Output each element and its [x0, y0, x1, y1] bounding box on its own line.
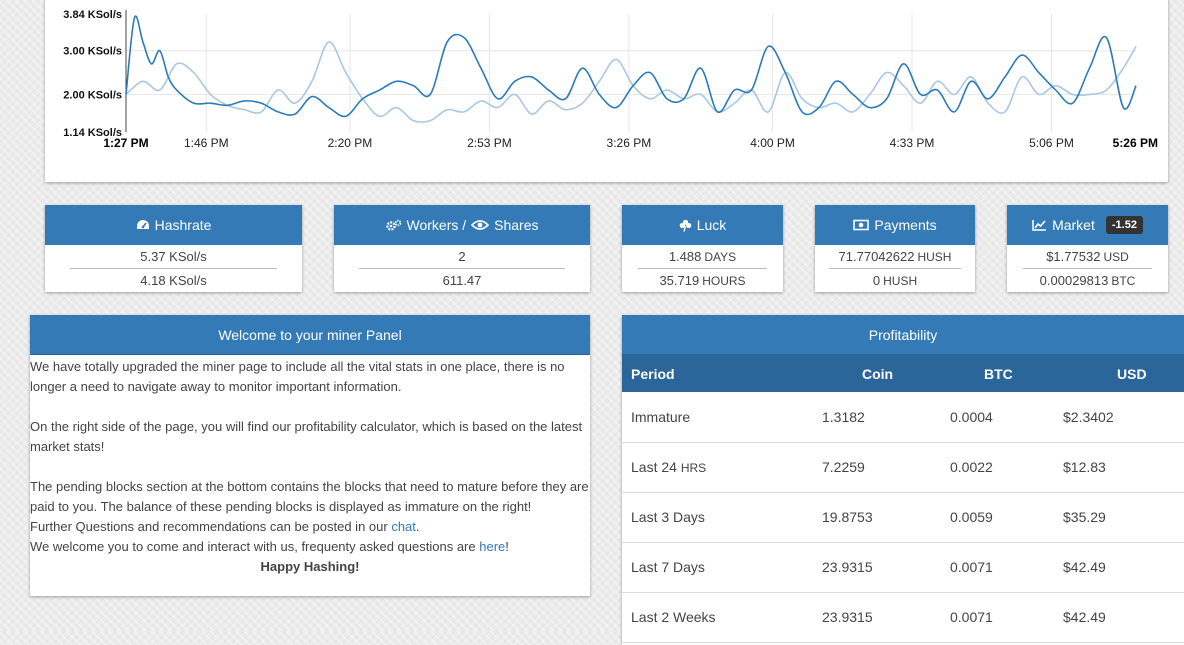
payments-card-header: Payments — [815, 205, 975, 245]
hashrate-current: 5.37 KSol/s — [140, 249, 207, 264]
luck-card-title: Luck — [696, 217, 727, 233]
x-tick-label: 5:26 PM — [1113, 136, 1158, 150]
dashboard-icon — [136, 220, 149, 229]
luck-hours: 35.719 HOURS — [659, 273, 746, 288]
x-tick-label: 4:00 PM — [750, 136, 795, 150]
workers-card-title: Workers / — [406, 217, 467, 233]
x-tick-label: 2:53 PM — [467, 136, 512, 150]
hashrate-chart-panel: 3.84 KSol/s 3.00 KSol/s 2.00 KSol/s 1.14 KS… — [45, 0, 1168, 182]
payments-card-title: Payments — [874, 217, 937, 233]
x-tick-label: 3:26 PM — [607, 136, 652, 150]
hashrate-average: 4.18 KSol/s — [140, 273, 207, 288]
shares-count: 611.47 — [442, 273, 482, 288]
header-usd: USD — [1117, 365, 1147, 382]
table-row: Last 24 HRS 7.2259 0.0022 $12.83 — [622, 442, 1184, 493]
header-period: Period — [631, 365, 675, 382]
table-row: Last 2 Weeks 23.9315 0.0071 $42.49 — [622, 592, 1184, 643]
payments-pending: 0 HUSH — [872, 273, 918, 288]
x-tick-label: 1:27 PM — [103, 136, 148, 150]
x-tick-label: 4:33 PM — [890, 136, 935, 150]
profitability-header-row: Period Coin BTC USD — [622, 355, 1184, 392]
market-card-title: Market — [1052, 217, 1095, 233]
welcome-paragraph-1: We have totally upgraded the miner page … — [30, 359, 565, 394]
market-card: Market -1.52 $1.77532 USD 0.00029813 BTC — [1007, 205, 1168, 292]
header-btc: BTC — [984, 365, 1013, 382]
hashrate-card-header: Hashrate — [45, 205, 302, 245]
cogs-icon — [385, 219, 401, 231]
shares-card-title: Shares — [494, 217, 539, 233]
y-tick-label: 3.84 KSol/s — [63, 9, 122, 21]
welcome-panel-body: We have totally upgraded the miner page … — [30, 355, 590, 577]
luck-card-header: Luck — [622, 205, 783, 245]
money-icon — [853, 219, 870, 231]
profitability-table: Period Coin BTC USD Immature 1.3182 0.00… — [622, 355, 1184, 643]
series-line-1 — [125, 15, 1137, 118]
welcome-paragraph-3b: paid to you. The balance of these pendin… — [30, 499, 532, 514]
welcome-panel: Welcome to your miner Panel We have tota… — [30, 315, 590, 596]
market-card-header: Market -1.52 — [1007, 205, 1168, 245]
market-change-badge: -1.52 — [1105, 216, 1143, 234]
table-row: Immature 1.3182 0.0004 $2.3402 — [622, 392, 1184, 443]
eye-icon — [471, 220, 490, 230]
workers-shares-card: Workers / Shares 2 611.47 — [334, 205, 590, 292]
payments-total: 71.77042622 HUSH — [838, 249, 952, 264]
happy-hashing: Happy Hashing! — [260, 559, 360, 574]
profitability-panel-title: Profitability — [622, 315, 1184, 355]
faq-link[interactable]: here — [479, 539, 506, 554]
hashrate-card-title: Hashrate — [154, 217, 212, 233]
hashrate-card: Hashrate 5.37 KSol/s 4.18 KSol/s — [45, 205, 302, 292]
hashrate-chart: 3.84 KSol/s 3.00 KSol/s 2.00 KSol/s 1.14 KS… — [63, 9, 1158, 150]
market-price-usd: $1.77532 USD — [1046, 249, 1129, 264]
x-tick-label: 2:20 PM — [328, 136, 373, 150]
table-row: Last 3 Days 19.8753 0.0059 $35.29 — [622, 492, 1184, 543]
welcome-panel-title: Welcome to your miner Panel — [30, 315, 590, 355]
market-price-btc: 0.00029813 BTC — [1039, 273, 1136, 288]
series-line-2 — [125, 41, 1137, 123]
y-tick-label: 2.00 KSol/s — [63, 89, 122, 101]
table-row: Last 7 Days 23.9315 0.0071 $42.49 — [622, 542, 1184, 593]
welcome-paragraph-5: We welcome you to come and interact with… — [30, 539, 509, 554]
x-tick-label: 5:06 PM — [1029, 136, 1074, 150]
line-chart-icon — [1032, 220, 1047, 231]
profitability-panel: Profitability Period Coin BTC USD Immatu… — [622, 315, 1184, 645]
header-coin: Coin — [862, 365, 894, 382]
workers-count: 2 — [458, 249, 466, 264]
y-tick-label: 3.00 KSol/s — [63, 46, 122, 58]
clover-icon — [679, 219, 692, 232]
welcome-paragraph-3a: The pending blocks section at the bottom… — [30, 479, 589, 494]
workers-card-header: Workers / Shares — [334, 205, 590, 245]
chat-link[interactable]: chat — [391, 519, 416, 534]
x-tick-label: 1:46 PM — [184, 136, 229, 150]
y-tick-label: 1.14 KSol/s — [63, 127, 122, 139]
luck-days: 1.488 DAYS — [668, 249, 737, 264]
welcome-paragraph-4: Further Questions and recommendations ca… — [30, 519, 420, 534]
payments-card: Payments 71.77042622 HUSH 0 HUSH — [815, 205, 975, 292]
welcome-paragraph-2: On the right side of the page, you will … — [30, 419, 583, 454]
luck-card: Luck 1.488 DAYS 35.719 HOURS — [622, 205, 783, 292]
